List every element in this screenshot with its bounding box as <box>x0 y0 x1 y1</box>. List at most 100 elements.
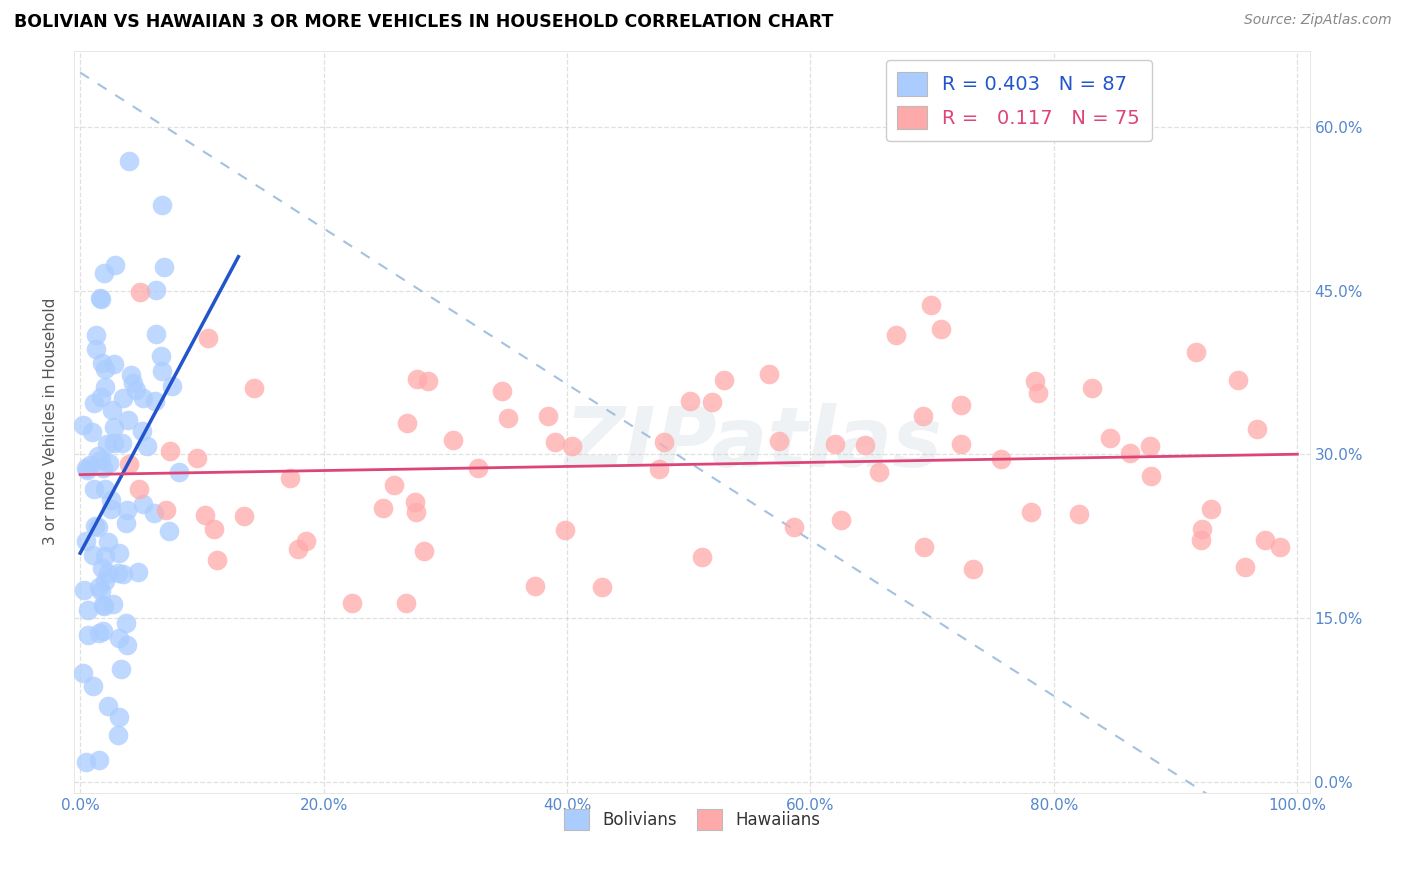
Point <box>194 508 217 523</box>
Point <box>104 258 127 272</box>
Point <box>949 437 972 451</box>
Point <box>496 411 519 425</box>
Point <box>768 434 790 448</box>
Point <box>100 493 122 508</box>
Point <box>72 582 94 597</box>
Point <box>83 519 105 533</box>
Point <box>145 283 167 297</box>
Point <box>157 524 180 538</box>
Point <box>1119 445 1142 459</box>
Point <box>128 483 150 497</box>
Point <box>418 374 440 388</box>
Point <box>202 522 225 536</box>
Point <box>118 457 141 471</box>
Point <box>149 350 172 364</box>
Point <box>72 418 94 433</box>
Point <box>91 598 114 612</box>
Point <box>108 545 131 559</box>
Point <box>107 710 129 724</box>
Point <box>82 548 104 562</box>
Point <box>115 616 138 631</box>
Point <box>1026 385 1049 400</box>
Legend: Bolivians, Hawaiians: Bolivians, Hawaiians <box>557 803 827 837</box>
Point <box>103 419 125 434</box>
Point <box>120 368 142 382</box>
Point <box>491 384 513 398</box>
Point <box>82 680 104 694</box>
Point <box>782 519 804 533</box>
Point <box>150 364 173 378</box>
Point <box>96 437 118 451</box>
Point <box>91 356 114 370</box>
Point <box>413 544 436 558</box>
Point <box>83 482 105 496</box>
Point <box>117 413 139 427</box>
Point <box>155 503 177 517</box>
Text: ZIPatlas: ZIPatlas <box>565 403 942 484</box>
Point <box>101 597 124 611</box>
Point <box>162 379 184 393</box>
Point <box>84 342 107 356</box>
Point <box>990 451 1012 466</box>
Point <box>395 596 418 610</box>
Point <box>830 513 852 527</box>
Point <box>115 516 138 530</box>
Point <box>920 298 942 312</box>
Point <box>97 535 120 549</box>
Point <box>100 501 122 516</box>
Point <box>406 372 429 386</box>
Point <box>93 482 115 496</box>
Point <box>115 503 138 517</box>
Point <box>131 424 153 438</box>
Point <box>1254 533 1277 547</box>
Point <box>395 417 418 431</box>
Point <box>186 451 208 466</box>
Point <box>690 550 713 565</box>
Point <box>287 542 309 557</box>
Point <box>117 638 139 652</box>
Point <box>131 391 153 405</box>
Point <box>962 561 984 575</box>
Point <box>441 433 464 447</box>
Point <box>90 292 112 306</box>
Point <box>97 698 120 713</box>
Point <box>150 198 173 212</box>
Point <box>592 581 614 595</box>
Point <box>125 383 148 397</box>
Point <box>112 566 135 581</box>
Point <box>87 580 110 594</box>
Point <box>135 439 157 453</box>
Point <box>93 362 115 376</box>
Point <box>1268 540 1291 554</box>
Point <box>103 436 125 450</box>
Point <box>118 154 141 169</box>
Point <box>75 533 97 548</box>
Point <box>153 260 176 274</box>
Point <box>111 436 134 450</box>
Point <box>132 497 155 511</box>
Point <box>233 509 256 524</box>
Point <box>1189 533 1212 547</box>
Point <box>1226 373 1249 387</box>
Point <box>884 327 907 342</box>
Point <box>167 466 190 480</box>
Point <box>90 390 112 404</box>
Point <box>93 574 115 589</box>
Point <box>72 666 94 681</box>
Point <box>678 394 700 409</box>
Point <box>90 560 112 574</box>
Text: BOLIVIAN VS HAWAIIAN 3 OR MORE VEHICLES IN HOUSEHOLD CORRELATION CHART: BOLIVIAN VS HAWAIIAN 3 OR MORE VEHICLES … <box>14 13 834 31</box>
Point <box>1099 431 1122 445</box>
Point <box>75 755 97 769</box>
Point <box>373 501 395 516</box>
Point <box>1199 502 1222 516</box>
Point <box>93 266 115 280</box>
Y-axis label: 3 or more Vehicles in Household: 3 or more Vehicles in Household <box>44 298 58 545</box>
Point <box>90 583 112 598</box>
Point <box>87 753 110 767</box>
Point <box>103 357 125 371</box>
Point <box>536 409 558 424</box>
Point <box>405 505 427 519</box>
Point <box>93 599 115 613</box>
Point <box>1081 381 1104 395</box>
